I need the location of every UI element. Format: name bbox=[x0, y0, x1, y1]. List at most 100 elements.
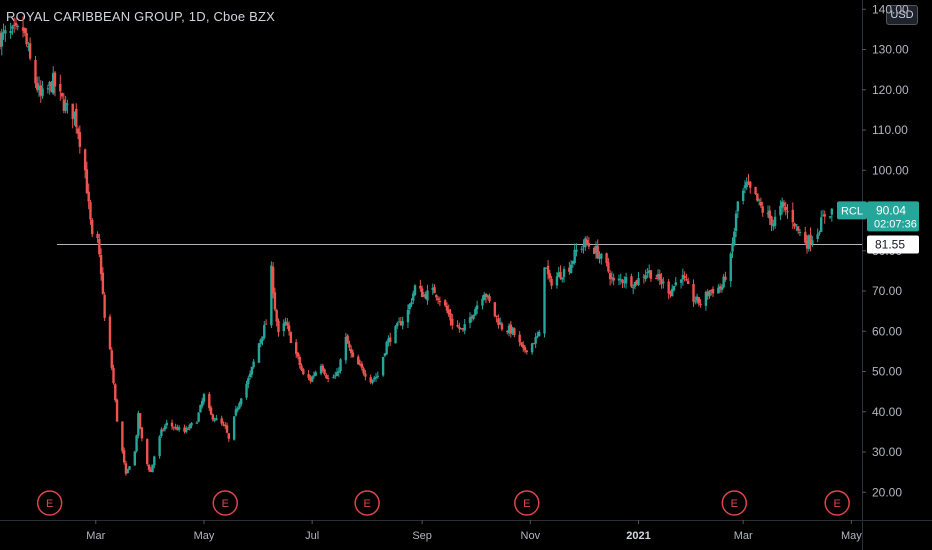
candle-body[interactable] bbox=[592, 247, 596, 254]
candle-body[interactable] bbox=[573, 250, 576, 264]
candle-body[interactable] bbox=[458, 326, 461, 329]
candle-body[interactable] bbox=[25, 33, 28, 45]
candle-body[interactable] bbox=[786, 211, 789, 213]
candle-body[interactable] bbox=[183, 427, 186, 432]
candle-body[interactable] bbox=[426, 290, 429, 301]
candle-body[interactable] bbox=[419, 285, 422, 289]
candle-body[interactable] bbox=[286, 322, 289, 326]
candle-body[interactable] bbox=[252, 361, 255, 368]
candle-body[interactable] bbox=[798, 231, 802, 233]
candle-body[interactable] bbox=[11, 26, 14, 29]
candle-body[interactable] bbox=[46, 88, 50, 90]
candle-body[interactable] bbox=[463, 324, 466, 331]
candle-body[interactable] bbox=[500, 323, 504, 330]
candle-body[interactable] bbox=[334, 375, 337, 377]
candle-body[interactable] bbox=[99, 254, 103, 275]
candle-body[interactable] bbox=[16, 25, 19, 27]
candle-body[interactable] bbox=[383, 353, 387, 356]
candle-body[interactable] bbox=[399, 321, 403, 326]
candle-body[interactable] bbox=[128, 466, 131, 470]
candle-body[interactable] bbox=[667, 281, 670, 294]
candle-body[interactable] bbox=[312, 375, 316, 377]
candle-body[interactable] bbox=[488, 296, 491, 302]
candle-body[interactable] bbox=[773, 216, 777, 226]
candle-body[interactable] bbox=[656, 274, 660, 278]
candle-body[interactable] bbox=[78, 132, 82, 147]
candle-body[interactable] bbox=[754, 186, 757, 194]
candle-body[interactable] bbox=[190, 423, 193, 426]
candle-body[interactable] bbox=[284, 321, 287, 325]
candle-body[interactable] bbox=[559, 271, 562, 279]
candle-body[interactable] bbox=[121, 421, 124, 452]
candle-body[interactable] bbox=[122, 450, 126, 463]
candle-body[interactable] bbox=[804, 232, 807, 243]
candle-body[interactable] bbox=[89, 201, 92, 220]
candle-body[interactable] bbox=[513, 328, 516, 336]
candle-body[interactable] bbox=[780, 201, 784, 208]
candle-body[interactable] bbox=[695, 296, 699, 301]
candle-body[interactable] bbox=[275, 310, 278, 322]
candle-body[interactable] bbox=[796, 226, 800, 231]
candle-body[interactable] bbox=[240, 398, 243, 405]
candle-body[interactable] bbox=[138, 413, 142, 429]
candle-body[interactable] bbox=[630, 276, 633, 287]
candle-body[interactable] bbox=[259, 339, 262, 344]
candle-body[interactable] bbox=[717, 287, 720, 294]
earnings-event-marker[interactable]: E bbox=[354, 490, 380, 516]
candle-body[interactable] bbox=[749, 181, 752, 188]
candle-body[interactable] bbox=[561, 277, 564, 280]
candle-body[interactable] bbox=[364, 373, 367, 377]
earnings-event-marker[interactable]: E bbox=[514, 490, 540, 516]
candle-body[interactable] bbox=[310, 376, 314, 382]
candle-body[interactable] bbox=[823, 214, 826, 217]
candle-body[interactable] bbox=[257, 343, 261, 363]
candle-body[interactable] bbox=[575, 249, 578, 252]
candle-body[interactable] bbox=[211, 414, 215, 420]
candle-body[interactable] bbox=[617, 278, 621, 281]
plot-area[interactable] bbox=[0, 16, 862, 476]
candle-body[interactable] bbox=[600, 253, 603, 259]
candle-body[interactable] bbox=[165, 422, 168, 426]
candle-body[interactable] bbox=[53, 72, 57, 87]
candle-body[interactable] bbox=[337, 371, 340, 373]
candle-body[interactable] bbox=[300, 365, 303, 371]
candle-body[interactable] bbox=[530, 343, 534, 353]
candle-body[interactable] bbox=[75, 108, 78, 127]
candle-body[interactable] bbox=[34, 60, 37, 84]
candle-body[interactable] bbox=[52, 73, 55, 94]
candle-body[interactable] bbox=[373, 378, 376, 380]
candle-body[interactable] bbox=[101, 272, 105, 294]
candle-body[interactable] bbox=[199, 405, 202, 413]
candle-body[interactable] bbox=[506, 330, 509, 332]
candle-body[interactable] bbox=[669, 292, 672, 295]
candle-body[interactable] bbox=[238, 403, 241, 409]
candle-body[interactable] bbox=[9, 30, 12, 34]
candle-body[interactable] bbox=[48, 82, 51, 86]
candle-body[interactable] bbox=[50, 82, 53, 92]
candle-body[interactable] bbox=[734, 213, 738, 231]
candle-body[interactable] bbox=[475, 305, 479, 310]
candle-body[interactable] bbox=[296, 352, 300, 357]
candle-body[interactable] bbox=[248, 373, 252, 377]
candle-body[interactable] bbox=[222, 424, 225, 426]
candle-body[interactable] bbox=[108, 316, 112, 350]
candle-body[interactable] bbox=[631, 287, 635, 289]
candle-body[interactable] bbox=[608, 273, 612, 280]
candle-body[interactable] bbox=[438, 300, 442, 302]
candle-body[interactable] bbox=[722, 276, 725, 288]
earnings-event-marker[interactable]: E bbox=[721, 490, 748, 516]
candle-body[interactable] bbox=[263, 325, 266, 338]
candle-body[interactable] bbox=[261, 336, 264, 341]
earnings-event-marker[interactable]: E bbox=[212, 490, 239, 516]
candle-body[interactable] bbox=[264, 323, 268, 325]
candle-body[interactable] bbox=[662, 281, 665, 283]
candle-body[interactable] bbox=[397, 321, 401, 323]
candle-body[interactable] bbox=[250, 366, 254, 375]
candle-body[interactable] bbox=[12, 24, 16, 26]
candle-body[interactable] bbox=[811, 240, 814, 245]
candle-body[interactable] bbox=[445, 305, 449, 311]
candle-body[interactable] bbox=[522, 344, 525, 348]
candle-body[interactable] bbox=[807, 235, 810, 249]
candle-body[interactable] bbox=[587, 243, 591, 247]
